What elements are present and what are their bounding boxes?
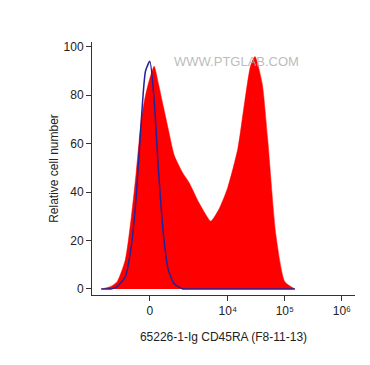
svg-text:10⁴: 10⁴ — [219, 304, 238, 318]
svg-text:80: 80 — [70, 88, 84, 102]
svg-text:100: 100 — [64, 40, 84, 54]
svg-text:0: 0 — [146, 304, 153, 318]
svg-text:Relative cell number: Relative cell number — [47, 114, 61, 223]
svg-text:10⁶: 10⁶ — [333, 304, 351, 318]
svg-text:40: 40 — [70, 185, 84, 199]
svg-text:65226-1-Ig CD45RA (F8-11-13): 65226-1-Ig CD45RA (F8-11-13) — [140, 330, 307, 344]
svg-text:10⁵: 10⁵ — [276, 304, 294, 318]
svg-text:60: 60 — [70, 137, 84, 151]
svg-text:0: 0 — [77, 282, 84, 296]
svg-text:20: 20 — [70, 234, 84, 248]
svg-text:WWW.PTGLAB.COM: WWW.PTGLAB.COM — [174, 54, 299, 69]
